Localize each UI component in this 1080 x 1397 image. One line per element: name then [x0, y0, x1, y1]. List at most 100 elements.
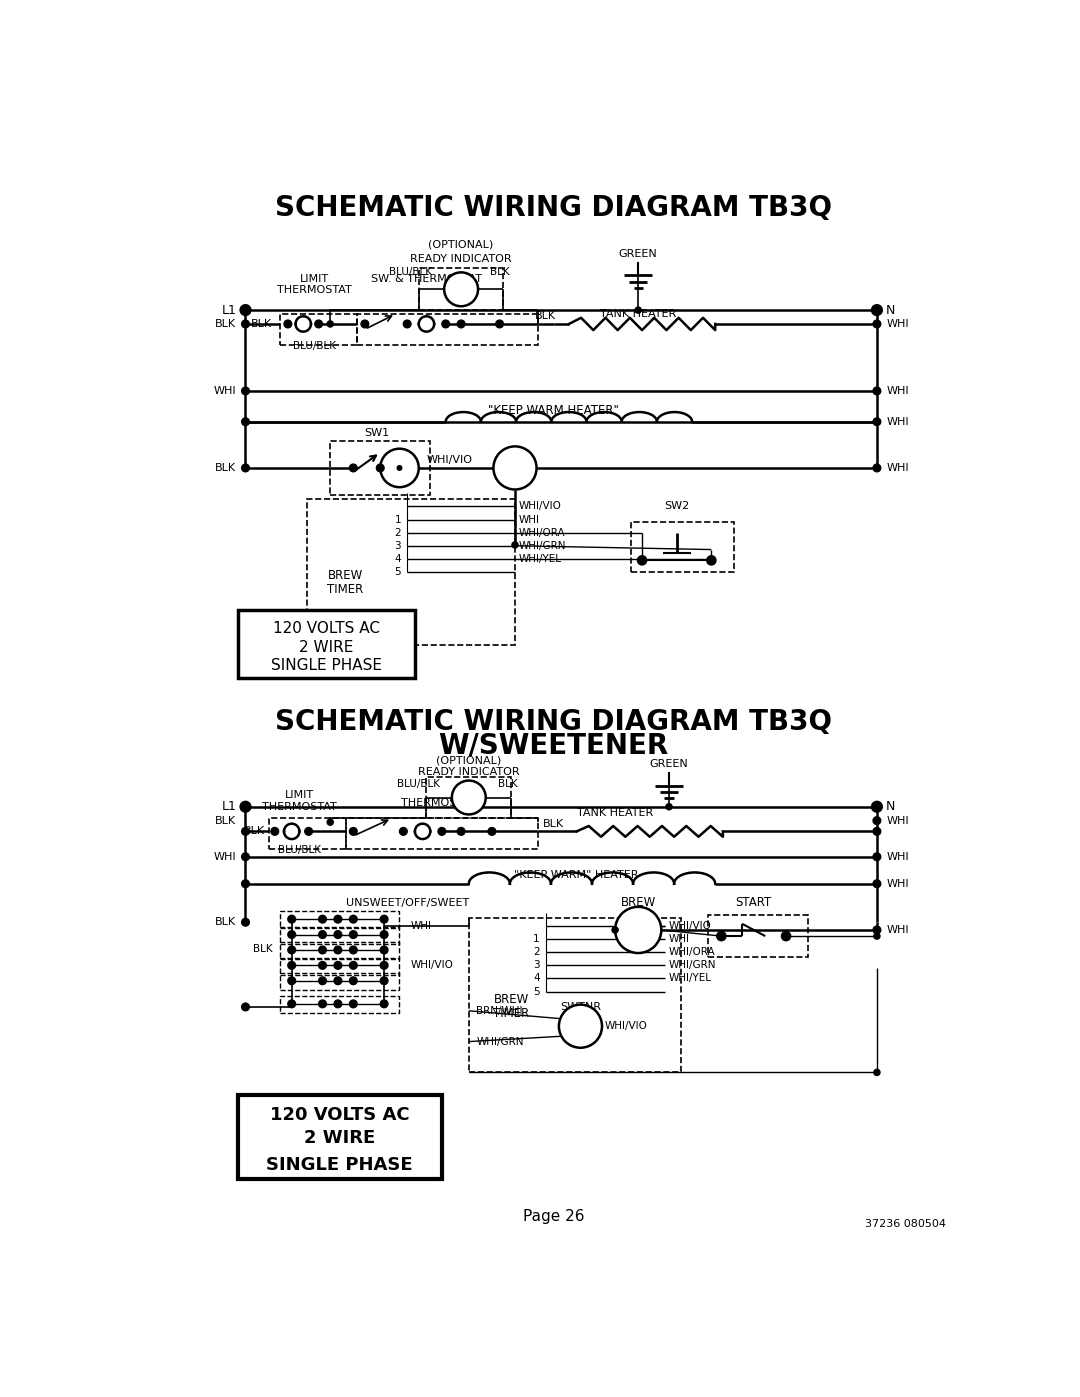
Text: SWTNR: SWTNR	[559, 1002, 600, 1011]
Text: TANK HEATER: TANK HEATER	[599, 309, 676, 319]
Circle shape	[350, 827, 357, 835]
Circle shape	[873, 926, 881, 933]
Circle shape	[873, 854, 881, 861]
Bar	[280, 926, 400, 944]
Circle shape	[380, 915, 388, 923]
Circle shape	[350, 961, 357, 970]
Circle shape	[438, 827, 446, 835]
Text: WHI/VIO: WHI/VIO	[669, 921, 712, 930]
Circle shape	[242, 418, 249, 426]
Text: BREW: BREW	[621, 897, 656, 909]
Circle shape	[319, 915, 326, 923]
Circle shape	[334, 930, 341, 939]
Circle shape	[334, 977, 341, 985]
Bar	[419, 268, 503, 310]
Text: BLK: BLK	[253, 944, 272, 954]
Text: SOL: SOL	[504, 462, 526, 474]
Text: SW. & THERMOSTAT: SW. & THERMOSTAT	[370, 274, 482, 285]
Text: TIMER: TIMER	[494, 1007, 529, 1020]
Circle shape	[873, 827, 881, 835]
Text: WHI: WHI	[214, 386, 237, 395]
Text: BLK: BLK	[498, 778, 517, 789]
Circle shape	[334, 1000, 341, 1007]
Circle shape	[380, 930, 388, 939]
Circle shape	[873, 320, 881, 328]
Text: BLU/BLK: BLU/BLK	[389, 267, 432, 278]
Bar	[280, 942, 400, 960]
Text: WHI: WHI	[886, 852, 908, 862]
Circle shape	[873, 880, 881, 887]
Text: 37236 080504: 37236 080504	[865, 1220, 946, 1229]
Bar	[280, 958, 400, 975]
Text: 5: 5	[534, 986, 540, 996]
Circle shape	[271, 827, 279, 835]
Text: TIMER: TIMER	[327, 583, 364, 597]
Text: BLK: BLK	[215, 816, 237, 826]
Circle shape	[288, 977, 296, 985]
Text: WHI/GRN: WHI/GRN	[476, 1037, 524, 1046]
Circle shape	[442, 320, 449, 328]
Circle shape	[327, 819, 334, 826]
Bar	[280, 314, 357, 345]
Circle shape	[319, 946, 326, 954]
Text: WHI: WHI	[886, 386, 908, 395]
Text: WHI/ORA: WHI/ORA	[669, 947, 716, 957]
Circle shape	[666, 803, 672, 810]
Text: WHI: WHI	[214, 852, 237, 862]
Text: 120 VOLTS AC: 120 VOLTS AC	[273, 622, 380, 637]
Circle shape	[873, 464, 881, 472]
Text: WHI: WHI	[411, 921, 432, 930]
Text: Page 26: Page 26	[523, 1208, 584, 1224]
Circle shape	[305, 827, 312, 835]
Circle shape	[403, 320, 411, 328]
Circle shape	[444, 272, 478, 306]
Text: SCHEMATIC WIRING DIAGRAM TB3Q: SCHEMATIC WIRING DIAGRAM TB3Q	[275, 194, 832, 222]
Text: BRN/WHI: BRN/WHI	[476, 1006, 523, 1016]
Circle shape	[782, 932, 791, 940]
Text: L1: L1	[221, 800, 237, 813]
Circle shape	[377, 464, 384, 472]
Text: "KEEP WARM" HEATER: "KEEP WARM" HEATER	[514, 869, 639, 880]
Text: WHI: WHI	[886, 816, 908, 826]
Circle shape	[334, 915, 341, 923]
Circle shape	[873, 418, 881, 426]
Circle shape	[873, 387, 881, 395]
Text: "KEEP WARM HEATER": "KEEP WARM HEATER"	[488, 404, 619, 416]
Text: 1: 1	[394, 514, 401, 524]
Text: UNSWEET/OFF/SWEET: UNSWEET/OFF/SWEET	[346, 898, 469, 908]
Text: THERMOSTAT: THERMOSTAT	[278, 285, 352, 295]
Bar	[238, 610, 415, 678]
Circle shape	[717, 932, 726, 940]
Text: 5: 5	[394, 567, 401, 577]
Circle shape	[350, 977, 357, 985]
Text: BLK: BLK	[215, 918, 237, 928]
Text: BLK: BLK	[252, 319, 272, 328]
Circle shape	[288, 946, 296, 954]
Text: THERMOSTAT: THERMOSTAT	[401, 798, 475, 807]
Text: TANK HEATER: TANK HEATER	[577, 807, 653, 817]
Text: BLU/BLK: BLU/BLK	[294, 341, 336, 351]
Circle shape	[242, 464, 249, 472]
Text: WHI: WHI	[886, 879, 908, 888]
Text: SCHEMATIC WIRING DIAGRAM TB3Q: SCHEMATIC WIRING DIAGRAM TB3Q	[275, 708, 832, 736]
Text: GREEN: GREEN	[619, 249, 658, 258]
Circle shape	[288, 961, 296, 970]
Text: BLK: BLK	[244, 827, 265, 837]
Text: READY INDICATOR: READY INDICATOR	[418, 767, 519, 777]
Circle shape	[350, 915, 357, 923]
Bar	[307, 499, 515, 645]
Text: WHI: WHI	[886, 319, 908, 328]
Circle shape	[380, 1000, 388, 1007]
Bar	[280, 911, 400, 929]
Bar	[346, 819, 538, 849]
Circle shape	[451, 781, 486, 814]
Text: N: N	[886, 303, 895, 317]
Text: 120 VOLTS AC: 120 VOLTS AC	[270, 1106, 409, 1123]
Text: 4: 4	[394, 553, 401, 564]
Circle shape	[397, 465, 402, 471]
Text: (OPTIONAL): (OPTIONAL)	[436, 756, 501, 766]
Circle shape	[284, 320, 292, 328]
Circle shape	[400, 827, 407, 835]
Text: BLK: BLK	[490, 267, 510, 278]
Circle shape	[488, 827, 496, 835]
